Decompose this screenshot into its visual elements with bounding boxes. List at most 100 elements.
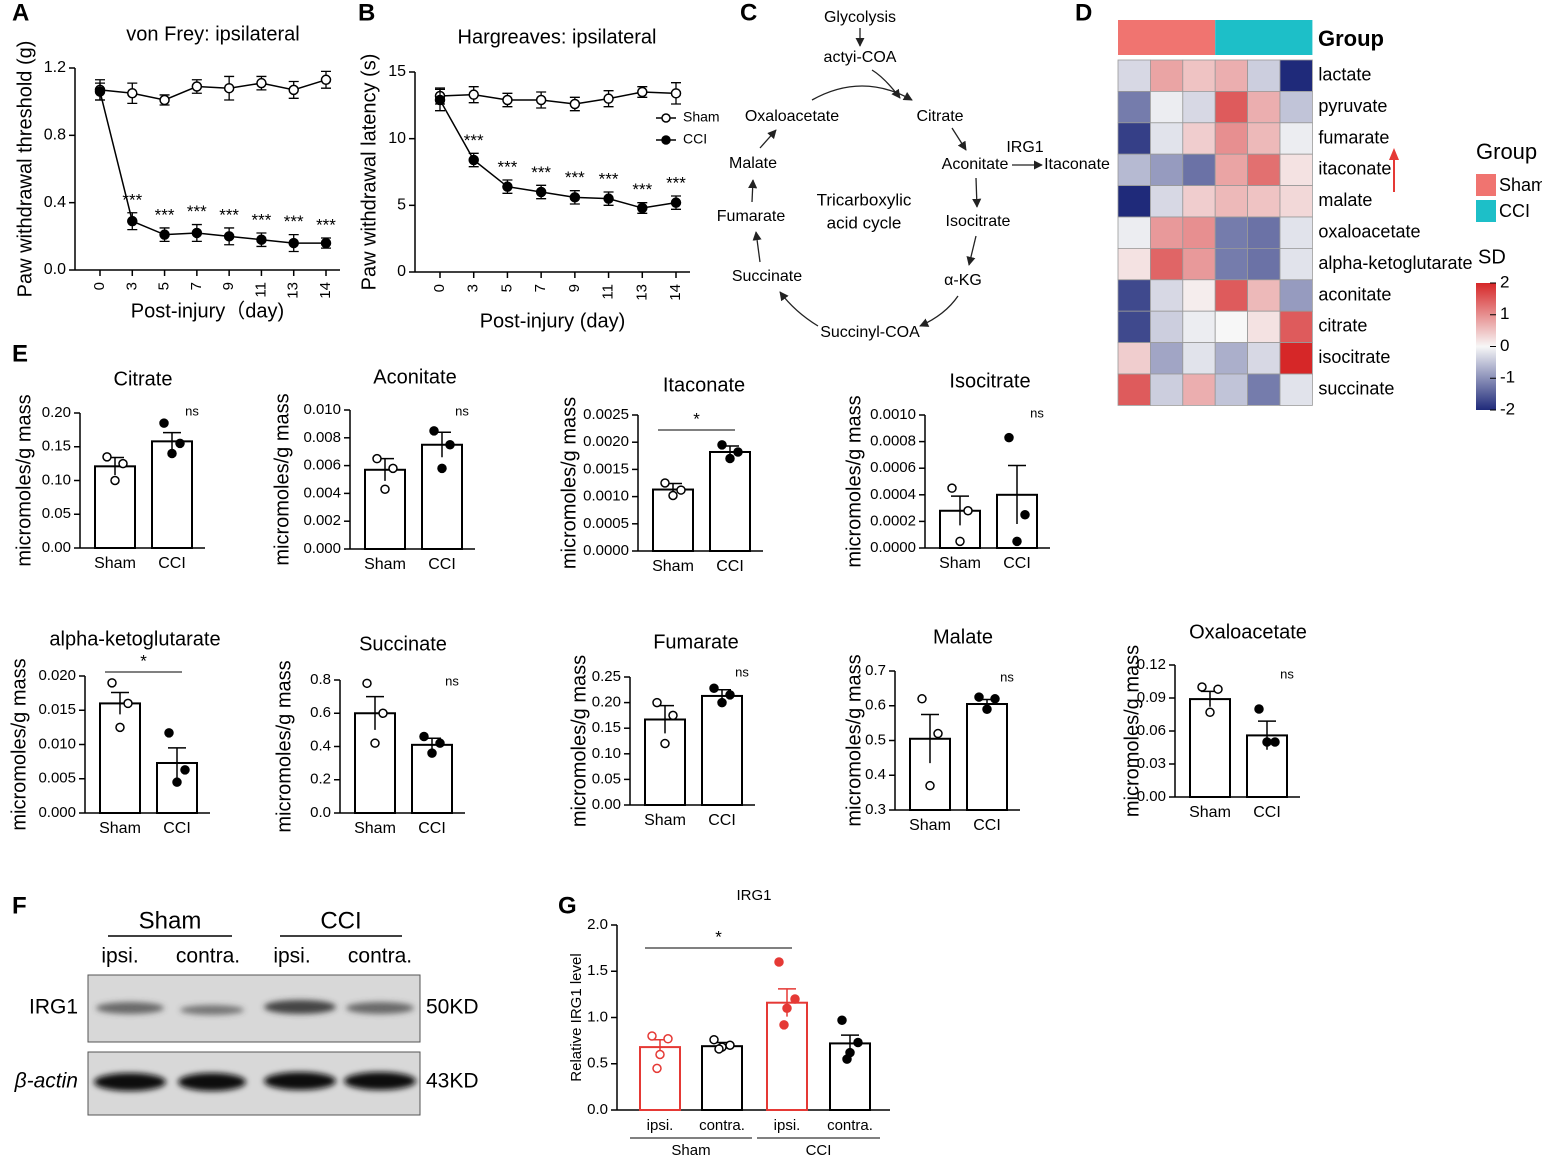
y-tick-label: 0.0004 <box>870 486 916 503</box>
data-point <box>445 440 455 450</box>
data-point <box>115 722 125 733</box>
x-tick-label: contra. <box>827 1117 873 1134</box>
pathway-node: Succinyl-COA <box>820 324 920 341</box>
data-point <box>1270 737 1280 747</box>
significance: *** <box>632 180 652 199</box>
legend-swatch <box>1476 200 1496 222</box>
heat-cell <box>1117 59 1151 92</box>
legend-title: Group <box>1476 139 1537 164</box>
pathway-node: IRG1 <box>1006 139 1043 156</box>
bar <box>151 440 193 550</box>
series-line <box>439 91 677 105</box>
y-tick-label: 0.0000 <box>583 542 629 559</box>
significance: *** <box>497 157 517 176</box>
data-point <box>774 957 784 967</box>
data-point <box>468 89 479 100</box>
significance: *** <box>122 190 142 209</box>
y-tick-label: 0.004 <box>303 484 341 501</box>
x-tick-label: 13 <box>285 282 302 299</box>
heat-cell <box>1150 216 1184 249</box>
heat-cell <box>1279 122 1313 155</box>
significance: ns <box>185 403 199 418</box>
heat-cell <box>1117 342 1151 375</box>
heat-cell <box>1182 216 1216 249</box>
data-point <box>955 536 965 547</box>
heat-cell <box>1247 185 1281 218</box>
data-point <box>660 738 670 749</box>
pathway-node: α-KG <box>944 272 982 289</box>
heat-cell <box>1150 342 1184 375</box>
heat-cell <box>1150 185 1184 218</box>
data-point <box>427 748 437 758</box>
blot-protein: IRG1 <box>29 996 78 1019</box>
series-line <box>99 79 327 101</box>
data-point <box>790 994 800 1004</box>
bar <box>701 694 743 806</box>
data-point <box>709 683 719 694</box>
y-tick-label: 0.0006 <box>870 459 916 476</box>
y-tick-label: 0.0005 <box>583 515 629 532</box>
data-point <box>172 777 182 787</box>
y-tick-label: 0.8 <box>44 127 66 144</box>
data-point <box>709 1034 719 1045</box>
data-point <box>652 1063 662 1074</box>
panel-letter: A <box>12 0 29 26</box>
y-axis-label: Paw withdrawal threshold (g) <box>14 41 36 298</box>
data-point <box>569 98 581 110</box>
y-tick-label: 0.6 <box>310 704 331 721</box>
x-tick-label: 14 <box>667 284 684 301</box>
y-axis-label: micromoles/g mass <box>8 658 30 830</box>
data-point <box>320 74 332 86</box>
row-label: malate <box>1318 190 1372 210</box>
x-tick-label: contra. <box>699 1117 745 1134</box>
data-point <box>717 697 727 708</box>
data-point <box>933 728 943 739</box>
heat-cell <box>1117 247 1151 281</box>
blot-group: CCI <box>320 907 361 934</box>
x-tick-label: CCI <box>1003 555 1031 572</box>
heat-cell <box>1182 153 1216 186</box>
pathway-node: actyi-COA <box>824 49 897 66</box>
data-point <box>725 453 735 464</box>
data-point <box>652 697 662 708</box>
data-point <box>502 94 513 106</box>
data-point <box>1213 684 1223 694</box>
heat-cell <box>1150 279 1184 312</box>
panel-letter: G <box>558 892 577 919</box>
heat-cell <box>1214 59 1248 92</box>
heat-cell <box>1182 91 1216 124</box>
data-point <box>223 231 235 242</box>
data-point <box>725 690 735 700</box>
data-point <box>370 738 380 748</box>
chart-title: Hargreaves: ipsilateral <box>458 26 657 48</box>
y-tick-label: 1.0 <box>587 1008 608 1025</box>
blot-size: 50KD <box>426 996 479 1019</box>
heat-cell <box>1214 247 1248 281</box>
data-point <box>362 678 372 689</box>
data-point <box>917 694 927 704</box>
significance: *** <box>284 212 304 231</box>
x-tick-label: 0 <box>91 282 108 290</box>
y-tick-label: 0.3 <box>865 801 886 818</box>
heat-cell <box>1182 310 1216 344</box>
data-point <box>110 475 120 486</box>
heat-cell <box>1182 247 1216 281</box>
y-axis-label: micromoles/g mass <box>843 395 865 567</box>
heat-cell <box>1279 342 1313 375</box>
row-label: oxaloacetate <box>1318 221 1420 241</box>
bar <box>421 443 463 550</box>
data-point <box>102 452 112 462</box>
bar <box>966 703 1008 812</box>
bar <box>99 702 141 815</box>
data-point <box>372 453 382 464</box>
data-point <box>118 458 128 469</box>
significance: *** <box>219 205 239 224</box>
annotation-label: Group <box>1318 26 1384 51</box>
y-axis-label: micromoles/g mass <box>843 654 865 826</box>
row-label: succinate <box>1318 378 1394 398</box>
data-point <box>637 86 648 98</box>
y-axis-label: micromoles/g mass <box>1121 645 1143 817</box>
x-tick-label: CCI <box>428 556 456 573</box>
y-tick-label: 0.008 <box>303 429 341 446</box>
data-point <box>670 197 682 208</box>
